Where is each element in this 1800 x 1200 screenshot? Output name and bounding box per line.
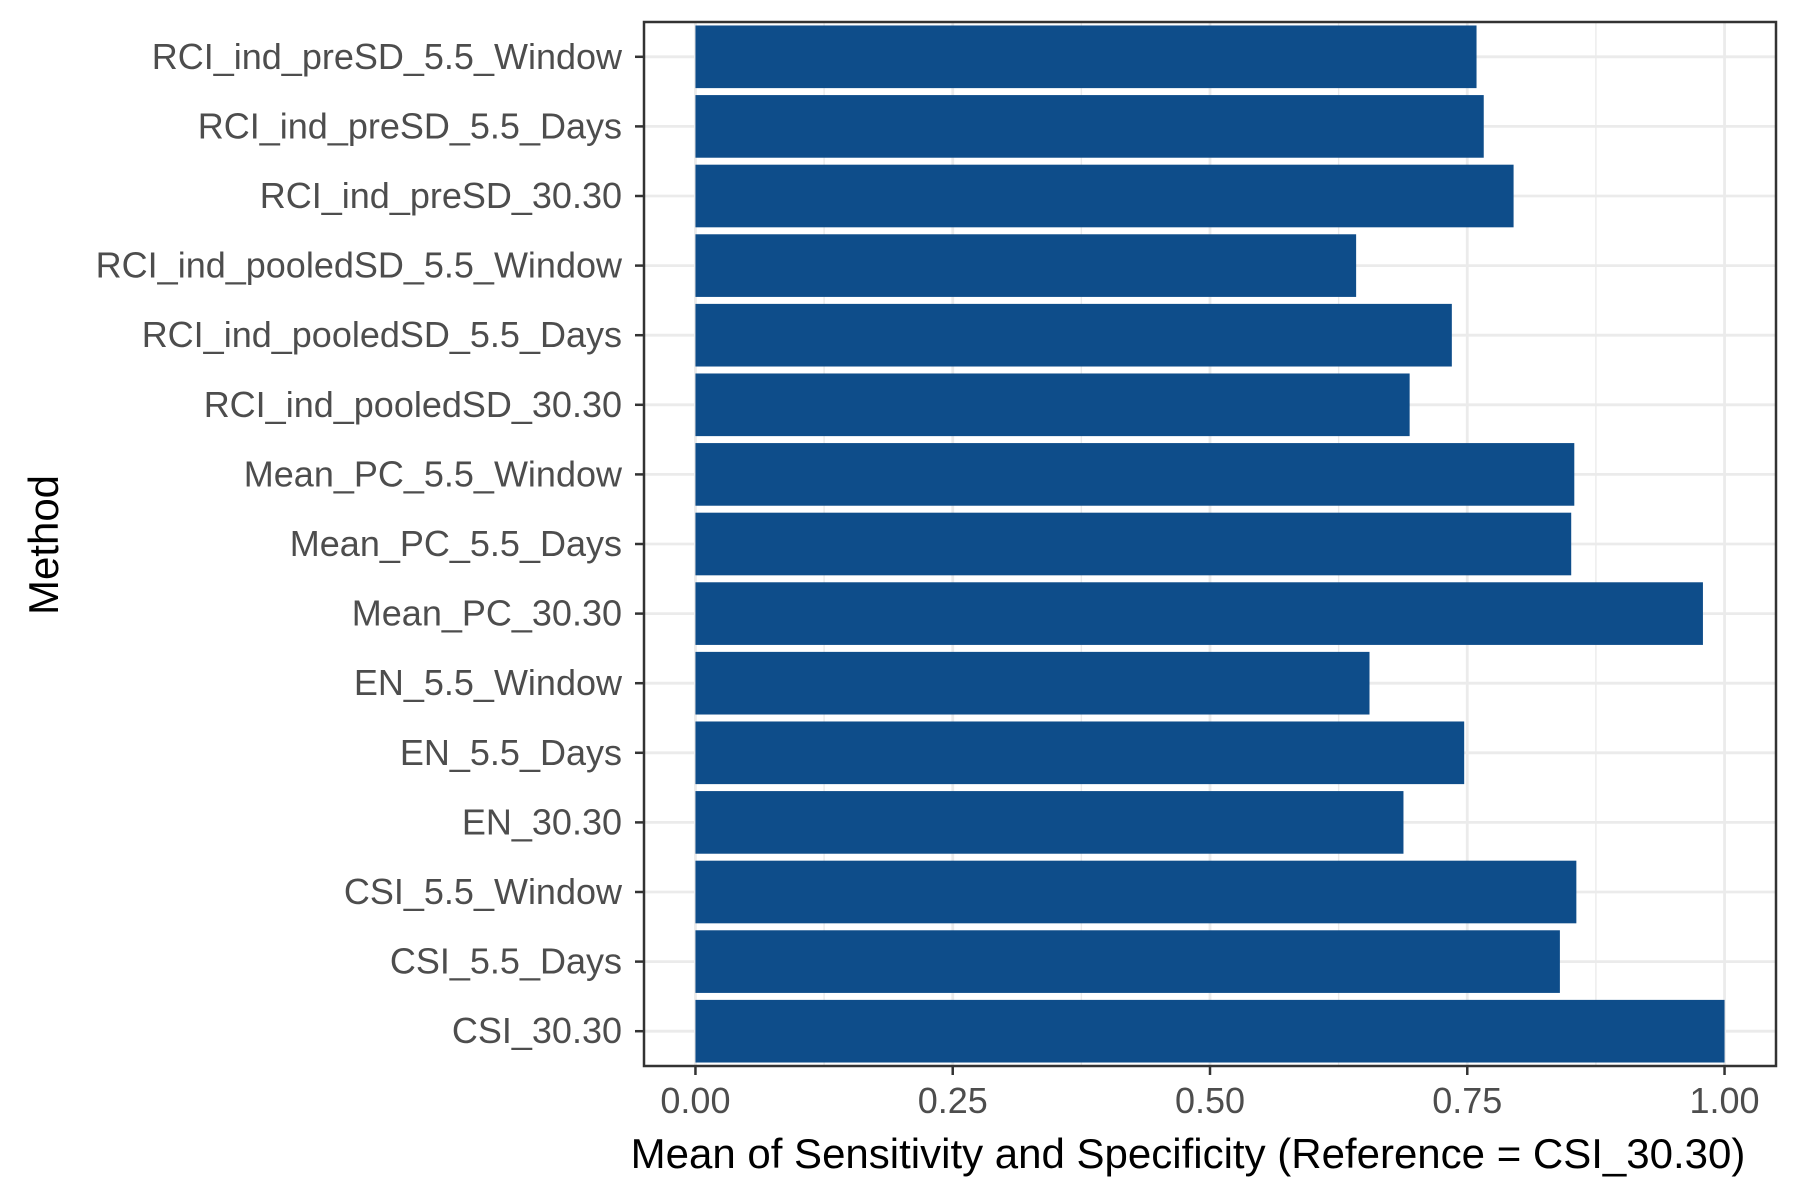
bar [695, 95, 1484, 158]
bar [695, 582, 1703, 645]
bar [695, 860, 1577, 924]
axis-layer: RCI_ind_preSD_5.5_Window RCI_ind_preSD_5.… [96, 20, 1778, 1121]
x-tick-label: 1.00 [1690, 1080, 1760, 1121]
y-axis-title: Method [20, 475, 67, 615]
y-tick-label: EN_30.30 [462, 801, 622, 842]
x-axis-title: Mean of Sensitivity and Specificity (Ref… [631, 1130, 1746, 1177]
y-tick-label: CSI_5.5_Days [390, 941, 622, 982]
y-tick-label: RCI_ind_preSD_5.5_Days [198, 105, 622, 146]
bar [695, 234, 1357, 297]
bar [695, 303, 1452, 367]
y-tick-label: RCI_ind_pooledSD_30.30 [204, 384, 622, 425]
bar [695, 791, 1404, 854]
y-tick-label: EN_5.5_Window [354, 662, 623, 703]
y-tick-label: EN_5.5_Days [400, 732, 622, 773]
bar [695, 164, 1514, 228]
bar [695, 25, 1477, 89]
bar [695, 930, 1560, 993]
y-tick-label: RCI_ind_preSD_5.5_Window [152, 36, 623, 77]
y-tick-label: RCI_ind_pooledSD_5.5_Days [142, 314, 622, 355]
x-tick-label: 0.25 [918, 1080, 988, 1121]
bar [695, 373, 1410, 437]
y-tick-label: CSI_30.30 [452, 1010, 622, 1051]
y-tick-label: RCI_ind_pooledSD_5.5_Window [96, 245, 623, 286]
x-tick-label: 0.50 [1175, 1080, 1245, 1121]
bar [695, 651, 1370, 715]
y-tick-label: Mean_PC_5.5_Window [244, 453, 623, 494]
bar-layer [695, 25, 1725, 1063]
bar [695, 999, 1725, 1063]
bar [695, 443, 1575, 506]
y-tick-label: CSI_5.5_Window [344, 871, 623, 912]
y-tick-label: RCI_ind_preSD_30.30 [260, 175, 622, 216]
y-tick-label: Mean_PC_30.30 [352, 593, 622, 634]
bar [695, 721, 1465, 785]
y-tick-label: Mean_PC_5.5_Days [290, 523, 622, 564]
x-tick-label: 0.00 [660, 1080, 730, 1121]
bar [695, 512, 1572, 576]
x-tick-label: 0.75 [1432, 1080, 1502, 1121]
